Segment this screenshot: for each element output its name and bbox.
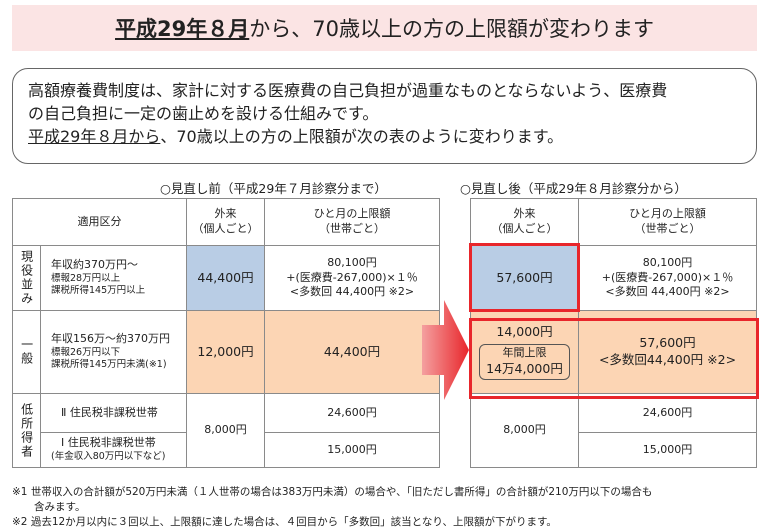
header-text: ひと月の上限額 bbox=[629, 207, 706, 221]
highlight-frame bbox=[469, 318, 759, 399]
outpatient-cell: 14,000円 年間上限 14万4,000円 bbox=[470, 310, 579, 394]
header-text: ひと月の上限額 bbox=[313, 207, 391, 221]
amount: +(医療費-267,000)×１％ bbox=[286, 270, 418, 284]
monthly-cell: 57,600円 <多数回44,400円 ※2> bbox=[578, 310, 757, 394]
header-text: 外来 bbox=[513, 207, 536, 221]
group-label: 一般 bbox=[19, 338, 34, 366]
amount: 15,000円 bbox=[642, 442, 693, 456]
annual-box: 年間上限 14万4,000円 bbox=[479, 344, 570, 380]
outpatient-cell: 12,000円 bbox=[186, 310, 265, 394]
amount: 57,600円 bbox=[496, 269, 553, 285]
amount: 8,000円 bbox=[503, 423, 546, 437]
label-text: Ⅰ 住民税非課税世帯 bbox=[61, 436, 156, 450]
amount: 14,000円 bbox=[496, 324, 553, 340]
outpatient-cell: 57,600円 bbox=[470, 245, 579, 311]
title-banner: 平成29年８月 から、70歳以上の方の上限額が変わります bbox=[12, 5, 757, 51]
header-text: （個人ごと） bbox=[491, 222, 558, 235]
label-text: 課税所得145万円未満(※1) bbox=[51, 359, 167, 371]
label-text: (年金収入80万円以下など) bbox=[51, 451, 166, 463]
outpatient-cell: 8,000円 bbox=[186, 393, 265, 468]
amount: +(医療費-267,000)×１％ bbox=[601, 270, 734, 284]
group-cell: 現役並み bbox=[12, 245, 41, 311]
header-text: 外来 bbox=[214, 207, 237, 221]
monthly-cell: 15,000円 bbox=[264, 432, 440, 468]
header-text: （世帯ごと） bbox=[319, 222, 385, 235]
arrow bbox=[422, 300, 469, 400]
caption-before: ○見直し前（平成29年７月診察分まで） bbox=[160, 181, 387, 196]
header-outpatient: 外来 （個人ごと） bbox=[186, 198, 265, 246]
intro-line: 高額療養費制度は、家計に対する医療費の自己負担が過重なものとならないよう、医療費 bbox=[28, 81, 668, 100]
header-text: 適用区分 bbox=[77, 214, 122, 228]
label-text: 標報28万円以上 bbox=[51, 272, 121, 284]
header-text: （個人ごと） bbox=[192, 222, 259, 235]
group-label: 現役並み bbox=[19, 250, 34, 306]
outpatient-cell: 8,000円 bbox=[470, 393, 579, 468]
amount: 80,100円 bbox=[642, 255, 693, 269]
footnote: 含みます。 bbox=[34, 501, 86, 513]
monthly-cell: 24,600円 bbox=[578, 393, 757, 433]
label-cell: 年収約370万円～ 標報28万円以上 課税所得145万円以上 bbox=[40, 245, 187, 311]
monthly-cell: 80,100円 +(医療費-267,000)×１％ <多数回 44,400円 ※2> bbox=[264, 245, 440, 311]
amount: <多数回 44,400円 ※2> bbox=[289, 285, 415, 299]
amount: 24,600円 bbox=[642, 405, 693, 419]
monthly-cell: 44,400円 bbox=[264, 310, 440, 394]
header-text: （世帯ごと） bbox=[634, 222, 701, 235]
amount: 12,000円 bbox=[197, 343, 254, 359]
title-rest: から、70歳以上の方の上限額が変わります bbox=[249, 17, 654, 41]
intro-rest: 、70歳以上の方の上限額が次の表のように変わります。 bbox=[160, 127, 564, 147]
footnote: ※2 過去12か月以内に３回以上、上限額に達した場合は、４回目から「多数回」該当… bbox=[12, 516, 557, 528]
intro-line: の自己負担に一定の歯止めを設ける仕組みです。 bbox=[28, 104, 379, 124]
amount: 15,000円 bbox=[327, 442, 377, 456]
header-monthly: ひと月の上限額 （世帯ごと） bbox=[264, 198, 440, 246]
group-cell: 低所得者 bbox=[12, 393, 41, 468]
monthly-cell: 15,000円 bbox=[578, 432, 757, 468]
amount: 44,400円 bbox=[323, 343, 381, 359]
label-cell: Ⅰ 住民税非課税世帯 (年金収入80万円以下など) bbox=[40, 432, 187, 468]
label-text: 標報26万円以下 bbox=[51, 346, 121, 358]
intro-box: 高額療養費制度は、家計に対する医療費の自己負担が過重なものとならないよう、医療費… bbox=[12, 68, 757, 164]
title-emphasis: 平成29年８月 bbox=[115, 17, 250, 41]
intro-emphasis: 平成29年８月から bbox=[28, 127, 161, 147]
amount: <多数回 44,400円 ※2> bbox=[605, 285, 730, 299]
header-outpatient: 外来 （個人ごと） bbox=[470, 198, 579, 246]
label-cell: Ⅱ 住民税非課税世帯 bbox=[40, 393, 187, 433]
group-label: 低所得者 bbox=[19, 402, 34, 459]
monthly-cell: 24,600円 bbox=[264, 393, 440, 433]
label-cell: 年収156万～約370万円 標報26万円以下 課税所得145万円未満(※1) bbox=[40, 310, 187, 394]
amount: 44,400円 bbox=[197, 269, 254, 285]
label-text: 課税所得145万円以上 bbox=[51, 285, 146, 297]
amount: 57,600円 bbox=[639, 335, 696, 351]
annual-amount: 14万4,000円 bbox=[486, 360, 563, 376]
group-cell: 一般 bbox=[12, 310, 41, 394]
highlight-frame bbox=[469, 243, 580, 312]
amount: 8,000円 bbox=[204, 423, 247, 437]
label-text: 年収約370万円～ bbox=[51, 257, 138, 271]
label-text: Ⅱ 住民税非課税世帯 bbox=[61, 405, 158, 419]
footnote: ※1 世帯収入の合計額が520万円未満（１人世帯の場合は383万円未満）の場合や… bbox=[12, 486, 653, 498]
monthly-cell: 80,100円 +(医療費-267,000)×１％ <多数回 44,400円 ※2> bbox=[578, 245, 757, 311]
annual-label: 年間上限 bbox=[502, 346, 547, 360]
intro-line: 平成29年８月から、70歳以上の方の上限額が次の表のように変わります。 bbox=[28, 125, 756, 148]
header-category: 適用区分 bbox=[12, 198, 187, 246]
outpatient-cell: 44,400円 bbox=[186, 245, 265, 311]
caption-after: ○見直し後（平成29年８月診察分から） bbox=[460, 181, 687, 196]
label-text: 年収156万～約370万円 bbox=[51, 331, 170, 345]
amount: 80,100円 bbox=[327, 255, 377, 269]
amount: 24,600円 bbox=[327, 405, 377, 419]
amount: <多数回44,400円 ※2> bbox=[598, 352, 737, 367]
arrow-shape bbox=[422, 300, 469, 400]
header-monthly: ひと月の上限額 （世帯ごと） bbox=[578, 198, 757, 246]
